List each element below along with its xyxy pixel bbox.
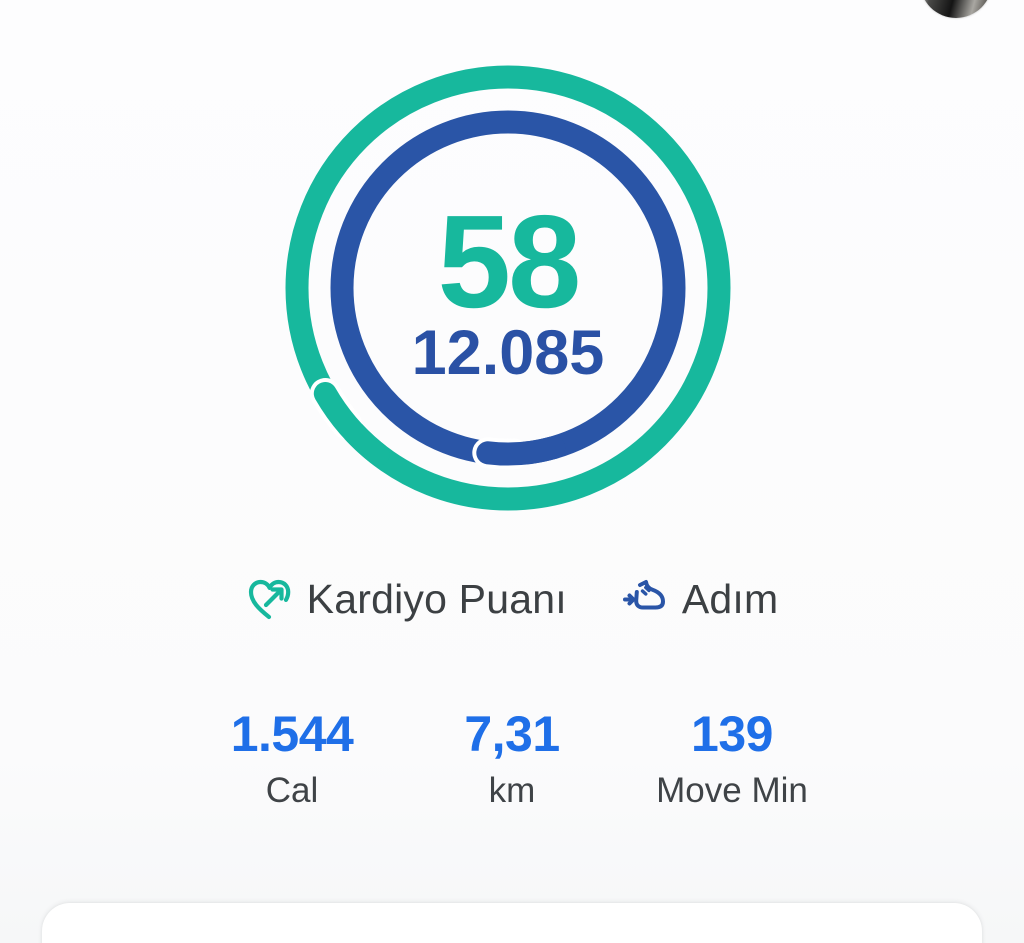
- legend-heart-points[interactable]: Kardiyo Puanı: [246, 576, 567, 623]
- daily-stats-row: 1.544 Cal 7,31 km 139 Move Min: [0, 708, 1024, 810]
- move-min-label: Move Min: [656, 771, 808, 810]
- calories-value: 1.544: [230, 706, 354, 762]
- heart-points-label: Kardiyo Puanı: [306, 576, 567, 622]
- ring-legend: Kardiyo Puanı Adım: [0, 576, 1024, 623]
- stat-calories[interactable]: 1.544 Cal: [182, 708, 402, 810]
- legend-steps[interactable]: Adım: [621, 576, 779, 623]
- stat-move-minutes[interactable]: 139 Move Min: [622, 708, 842, 810]
- steps-ring: [330, 110, 686, 470]
- steps-label: Adım: [681, 576, 779, 622]
- stat-distance[interactable]: 7,31 km: [402, 708, 622, 810]
- move-min-value: 139: [691, 706, 773, 762]
- heart-points-ring: [285, 65, 731, 511]
- distance-label: km: [488, 771, 536, 810]
- activity-rings-graphic: [285, 65, 731, 511]
- activity-rings[interactable]: 58 12.085: [0, 0, 1024, 545]
- heart-arrow-icon: [246, 578, 294, 622]
- distance-value: 7,31: [464, 706, 560, 762]
- shoe-icon: [621, 578, 669, 622]
- calories-label: Cal: [265, 771, 319, 810]
- bottom-sheet[interactable]: [42, 903, 982, 943]
